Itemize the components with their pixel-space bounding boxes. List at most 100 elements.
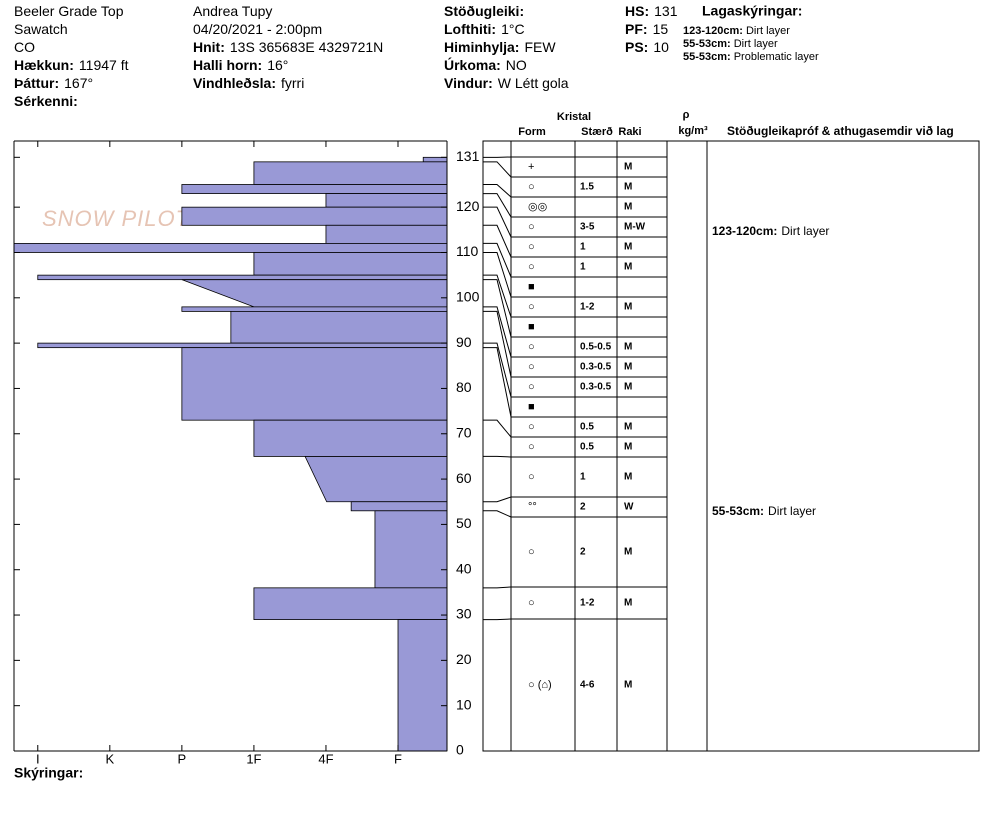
legend-label: 55-53cm: — [683, 51, 731, 63]
moisture: M — [624, 382, 632, 393]
grain-form: ○ — [528, 546, 535, 558]
field-value: 11947 ft — [79, 57, 129, 73]
grain-size: 1-2 — [580, 598, 595, 609]
moisture: M — [624, 242, 632, 253]
grain-form: ○ — [528, 471, 535, 483]
grain-size: 1.5 — [580, 182, 594, 193]
legend-item: 55-53cm: Dirt layer — [683, 38, 778, 50]
table-frame — [482, 140, 980, 752]
moisture: M — [624, 598, 632, 609]
header-field: PF: 15 — [625, 21, 668, 37]
layer-connector — [483, 279, 512, 338]
hardness-bar — [325, 193, 448, 208]
legend-item: 55-53cm: Problematic layer — [683, 51, 819, 63]
y-tick-label: 40 — [456, 560, 472, 576]
header-crystal: Kristal — [557, 111, 591, 123]
y-tick-label: 70 — [456, 424, 472, 440]
header-field: Vindur: W Létt gola — [444, 75, 569, 91]
hardness-bar — [181, 206, 448, 226]
grain-form: °° — [528, 501, 537, 513]
y-tick-label: 120 — [456, 198, 480, 214]
field-label: Úrkoma: — [444, 56, 501, 73]
comment-label: 123-120cm: — [712, 224, 777, 238]
layer-connector — [483, 184, 512, 198]
grain-form: ○ — [528, 181, 535, 193]
header-field: Sawatch — [14, 21, 68, 37]
field-value: 15 — [653, 21, 669, 37]
moisture: M — [624, 162, 632, 173]
header-size: Stærð — [581, 126, 613, 138]
field-label: Hækkun: — [14, 57, 74, 73]
grain-size: 2 — [580, 502, 586, 513]
field-value: Sawatch — [14, 21, 68, 37]
layer-connector — [483, 496, 512, 503]
field-label: Þáttur: — [14, 75, 59, 91]
legend-value: Dirt layer — [734, 38, 778, 50]
moisture: M — [624, 202, 632, 213]
field-value: FEW — [524, 39, 556, 55]
field-value: 1°C — [501, 21, 525, 37]
x-tick-label: F — [394, 751, 402, 766]
comment-label: 55-53cm: — [712, 504, 764, 518]
moisture: M — [624, 182, 632, 193]
x-tick-label: P — [178, 751, 187, 766]
grain-form: ○ — [528, 261, 535, 273]
comment-text: Dirt layer — [781, 224, 829, 238]
grain-size: 0.3-0.5 — [580, 362, 612, 373]
header-field: HS: 131 — [625, 3, 678, 19]
moisture: M — [624, 342, 632, 353]
field-value: 16° — [267, 57, 288, 73]
field-label: HS: — [625, 3, 649, 19]
layer-connector — [483, 310, 512, 378]
grain-size: 0.5 — [580, 422, 594, 433]
field-value: Beeler Grade Top — [14, 3, 124, 19]
grain-size: 2 — [580, 547, 586, 558]
layer-connector — [483, 455, 512, 458]
layer-connector — [483, 251, 512, 298]
y-tick-label: 30 — [456, 606, 472, 622]
header-form: Form — [518, 126, 546, 138]
grain-form: + — [528, 161, 534, 173]
hardness-bar — [374, 510, 448, 589]
legend-label: 55-53cm: — [683, 38, 731, 50]
field-label: Lofthiti: — [444, 21, 496, 37]
header-comments: Stöðugleikapróf & athugasemdir við lag — [727, 124, 954, 138]
header-moisture: Raki — [618, 126, 641, 138]
hardness-bar — [422, 156, 448, 163]
layer-connector — [483, 193, 512, 218]
field-value: CO — [14, 39, 35, 55]
grain-size: 0.3-0.5 — [580, 382, 612, 393]
layer-connector — [483, 342, 512, 398]
grain-form: ○ — [528, 381, 535, 393]
x-tick-label: I — [36, 751, 40, 766]
field-value: 131 — [654, 3, 678, 19]
field-label: Stöðugleiki: — [444, 3, 524, 19]
header-field: Hækkun: 11947 ft — [14, 57, 129, 73]
header-field: Stöðugleiki: — [444, 3, 524, 19]
layer-connector — [483, 510, 512, 518]
legend-title: Lagaskýringar: — [702, 3, 802, 19]
layer-connector — [483, 347, 512, 418]
legend-value: Dirt layer — [746, 25, 790, 37]
y-tick-label: 0 — [456, 742, 464, 758]
field-label: Vindur: — [444, 75, 493, 91]
footer: Skýringar: — [14, 765, 83, 781]
y-tick-label: 50 — [456, 515, 472, 531]
field-value: Andrea Tupy — [193, 3, 272, 19]
field-label: Vindhleðsla: — [193, 75, 276, 91]
hardness-bar — [181, 347, 448, 421]
header-field: 04/20/2021 - 2:00pm — [193, 21, 322, 37]
field-value: 13S 365683E 4329721N — [230, 39, 383, 55]
watermark: SNOW PILOT — [42, 206, 191, 231]
grain-form: ■ — [528, 321, 535, 333]
moisture: M — [624, 680, 632, 691]
layer-comment: 55-53cm: Dirt layer — [712, 504, 816, 518]
field-label: Sérkenni: — [14, 93, 78, 109]
moisture: M — [624, 302, 632, 313]
header-field: CO — [14, 39, 35, 55]
layer-connector — [483, 224, 512, 258]
layer-connector — [483, 306, 512, 358]
header-density-unit: kg/m³ — [678, 125, 708, 137]
y-tick-label: 110 — [456, 243, 479, 259]
